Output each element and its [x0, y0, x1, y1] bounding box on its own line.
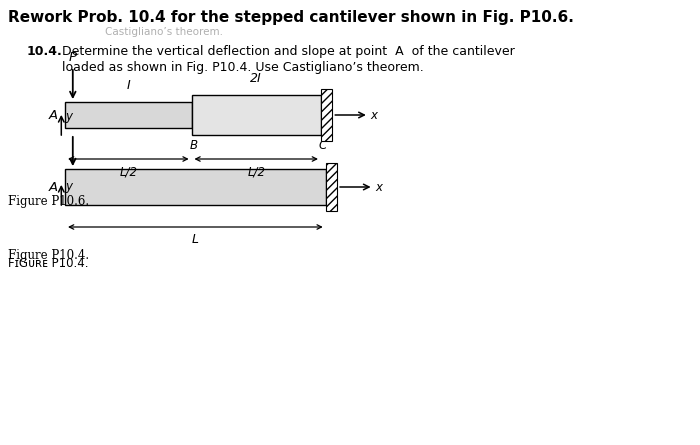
Text: I: I	[127, 79, 130, 92]
Bar	[65, 102, 192, 128]
Text: y: y	[65, 180, 72, 193]
Text: loaded as shown in Fig. P10.4. Use Castigliano’s theorem.: loaded as shown in Fig. P10.4. Use Casti…	[62, 61, 424, 74]
Text: Determine the vertical deflection and slope at point  A  of the cantilever: Determine the vertical deflection and sl…	[62, 45, 515, 58]
Text: 10.4.: 10.4.	[27, 45, 62, 58]
Text: Figure P10.4.: Figure P10.4.	[8, 249, 89, 262]
Text: L: L	[192, 233, 199, 246]
Text: B: B	[190, 139, 197, 152]
Text: y: y	[65, 110, 72, 123]
Text: L/2: L/2	[119, 165, 137, 178]
Text: P: P	[69, 51, 77, 64]
Text: x: x	[375, 181, 382, 194]
Text: A: A	[48, 109, 57, 121]
Text: C: C	[318, 139, 327, 152]
Bar	[321, 89, 332, 141]
Text: 2I: 2I	[251, 72, 262, 85]
Text: Castigliano’s theorem.: Castigliano’s theorem.	[106, 27, 223, 37]
Text: P: P	[69, 118, 77, 131]
Bar	[192, 95, 321, 135]
Text: A: A	[48, 181, 57, 194]
Bar	[65, 169, 326, 205]
Text: FɪGᴜʀᴇ P10.4.: FɪGᴜʀᴇ P10.4.	[8, 257, 88, 270]
Bar	[326, 163, 337, 211]
Text: Figure P10.6.: Figure P10.6.	[8, 195, 89, 208]
Text: Rework Prob. 10.4 for the stepped cantilever shown in Fig. P10.6.: Rework Prob. 10.4 for the stepped cantil…	[8, 10, 573, 25]
Text: L/2: L/2	[247, 165, 265, 178]
Text: x: x	[370, 109, 377, 121]
